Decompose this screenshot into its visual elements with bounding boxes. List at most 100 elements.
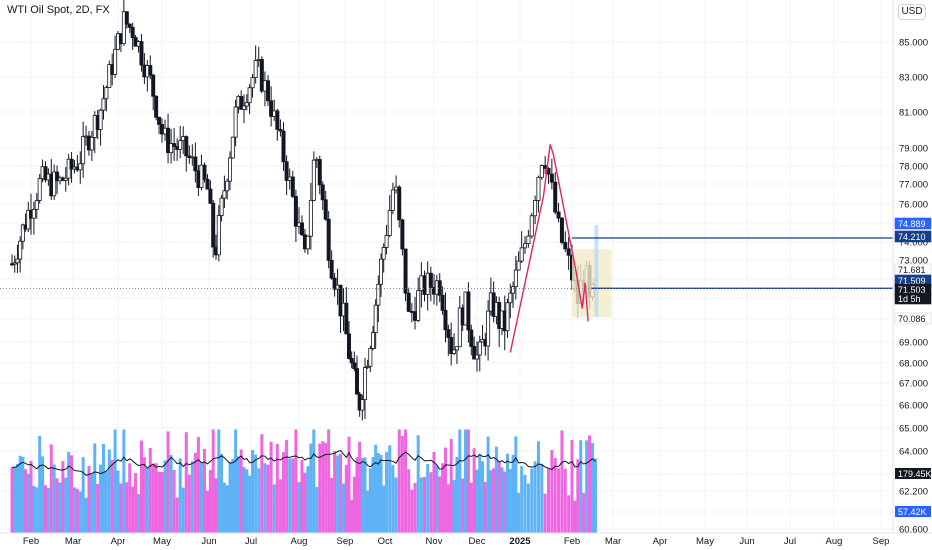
volume-bar	[303, 472, 307, 533]
volume-bar	[342, 483, 346, 533]
candle	[373, 304, 378, 333]
volume-bar	[55, 478, 59, 533]
volume-bar	[452, 479, 456, 533]
candle	[370, 332, 375, 349]
candle	[275, 110, 280, 130]
candle	[230, 136, 235, 159]
candle	[556, 211, 561, 219]
candle	[376, 283, 381, 306]
volume-bar	[300, 459, 304, 533]
candle	[205, 178, 210, 190]
volume-bar	[211, 429, 215, 533]
candle	[457, 307, 462, 348]
candle	[184, 136, 189, 157]
y-tick-label: 62.200	[899, 487, 928, 498]
volume-bar	[469, 482, 473, 533]
candle	[305, 235, 310, 250]
candle	[519, 247, 524, 262]
volume-bar	[148, 447, 152, 533]
price-badge-label: 1d 5h	[898, 294, 921, 304]
volume-bar	[288, 458, 292, 533]
volume-bar	[181, 487, 185, 533]
candle	[317, 159, 322, 186]
candle	[239, 96, 244, 110]
x-tick-label: Jul	[245, 536, 257, 547]
candle	[281, 130, 286, 163]
volume-bar	[374, 444, 378, 533]
volume-bar	[344, 465, 348, 533]
volume-bar	[536, 441, 540, 533]
volume-bar	[275, 443, 279, 533]
volume-bar	[222, 482, 226, 533]
candle	[378, 258, 383, 285]
candle	[409, 311, 414, 313]
volume-bar	[426, 464, 430, 533]
candle	[329, 259, 334, 279]
volume-bar	[193, 452, 197, 533]
volume-bar	[107, 449, 111, 533]
candle	[446, 329, 451, 338]
candle	[536, 176, 541, 201]
candle	[63, 177, 68, 181]
volume-bar	[99, 464, 103, 533]
volume-bar	[166, 431, 170, 533]
candle	[211, 202, 216, 248]
candle	[516, 260, 521, 271]
volume-bar	[90, 474, 94, 533]
x-tick-label: May	[696, 536, 714, 547]
volume-bar	[363, 457, 367, 533]
y-tick-label: 85.000	[899, 38, 928, 49]
candle	[15, 258, 20, 264]
candle	[406, 292, 411, 312]
volume-bar	[84, 497, 88, 533]
volume-bar	[163, 460, 167, 533]
candle	[553, 181, 558, 213]
volume-bar	[134, 473, 138, 533]
volume-bar	[228, 462, 232, 533]
volume-bar	[46, 487, 50, 533]
volume-bar	[550, 450, 554, 533]
volume-bar	[533, 461, 537, 533]
candle	[55, 171, 60, 182]
volume-bar	[366, 490, 370, 533]
currency-button[interactable]: USD	[898, 4, 926, 20]
volume-bar	[151, 463, 155, 533]
volume-bar	[497, 461, 501, 533]
candle	[20, 224, 25, 242]
volume-bar	[190, 461, 194, 533]
volume-bar	[407, 469, 411, 533]
volume-bar	[435, 465, 439, 533]
volume-bar	[481, 461, 485, 533]
volume-bar	[492, 468, 496, 533]
candle	[513, 269, 518, 288]
volume-bar	[113, 429, 117, 533]
candle	[244, 102, 249, 107]
volume-bar	[339, 453, 343, 533]
volume-bar	[526, 483, 530, 533]
x-tick-label: Apr	[653, 536, 668, 547]
volume-bar	[251, 450, 255, 533]
volume-bar	[500, 467, 504, 533]
candle	[233, 106, 238, 138]
x-tick-label: Dec	[469, 536, 486, 547]
candle	[151, 74, 156, 97]
volume-bar	[278, 479, 282, 533]
candle	[52, 171, 57, 197]
candle	[250, 77, 255, 89]
candle	[202, 164, 207, 180]
volume-bar	[75, 488, 79, 533]
volume-bar	[67, 451, 71, 533]
candle	[566, 248, 571, 256]
trend-drawing	[509, 144, 589, 353]
volume-bar	[202, 448, 206, 533]
price-badge-label: 71.503	[898, 285, 926, 295]
candle	[428, 272, 433, 288]
volume-bar	[321, 441, 325, 533]
volume-bar	[208, 470, 212, 533]
candle	[31, 208, 36, 219]
candle	[208, 188, 213, 204]
volume-bar	[160, 472, 164, 533]
volume-badge	[895, 506, 931, 517]
